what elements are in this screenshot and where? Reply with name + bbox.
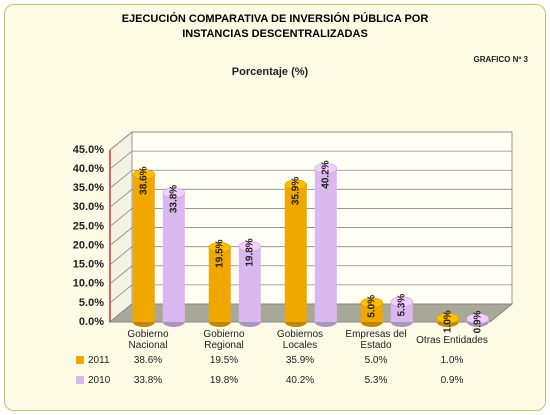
bar xyxy=(360,302,383,322)
legend-swatch xyxy=(76,376,84,384)
legend-entry: 2011 xyxy=(76,355,110,366)
table-value: 19.5% xyxy=(209,354,239,366)
bar-top xyxy=(208,242,232,253)
data-label: 1.0% xyxy=(442,310,453,333)
x-tick-label: Gobierno Nacional xyxy=(127,329,169,351)
y-tick-label: 30.0% xyxy=(73,201,104,213)
data-label: 33.8% xyxy=(168,185,179,213)
y-tick-label: 10.0% xyxy=(73,278,104,290)
y-tick-label: 45.0% xyxy=(73,144,104,156)
chart-subtitle: Porcentaje (%) xyxy=(232,66,309,78)
table-header: Gobierno Nacional Gobierno Regional Gobier… xyxy=(110,329,490,351)
table-value: 38.6% xyxy=(133,354,163,366)
legend-entry: 2010 xyxy=(76,375,110,386)
data-label: 19.5% xyxy=(214,239,225,267)
bar-top xyxy=(390,296,414,307)
y-tick-label: 40.0% xyxy=(73,163,104,175)
table-value: 33.8% xyxy=(133,374,163,386)
title-box: EJECUCIÓN COMPARATIVA DE INVERSIÓN PÚBLI… xyxy=(121,13,429,40)
bar-top xyxy=(436,312,460,324)
annotation: GRAFICO Nº 3 xyxy=(474,55,529,64)
data-label: 0.9% xyxy=(472,310,483,333)
grid-line xyxy=(109,150,512,170)
grid-line xyxy=(109,188,512,208)
table-value: 0.9% xyxy=(440,374,464,386)
table-row: 2011 38.6% 19.5% 35.9% 5.0% 1.0% xyxy=(76,350,490,370)
bar-top xyxy=(162,187,186,199)
grid-line xyxy=(109,246,512,265)
grid-line xyxy=(109,265,512,285)
bar xyxy=(314,168,337,322)
bar-top xyxy=(466,313,490,324)
bar-top xyxy=(132,169,156,180)
y-tick-label: 20.0% xyxy=(73,239,104,251)
data-label: 19.8% xyxy=(244,238,255,266)
grid-line xyxy=(109,208,512,227)
bar xyxy=(208,247,231,322)
grid-line xyxy=(109,227,512,246)
bar xyxy=(284,184,307,322)
bar-top xyxy=(238,241,262,252)
data-label: 40.2% xyxy=(320,160,331,188)
bar-top xyxy=(284,179,308,191)
y-tick-label: 35.0% xyxy=(73,182,104,194)
x-tick-label: Empresas del Estado xyxy=(345,329,407,351)
x-tick-label: Gobiernos Locales xyxy=(276,329,324,351)
y-tick-label: 15.0% xyxy=(73,259,104,271)
table-value: 35.9% xyxy=(285,354,315,366)
bar xyxy=(132,174,155,322)
data-label: 38.6% xyxy=(138,166,149,194)
bar xyxy=(162,192,185,322)
bar xyxy=(390,301,413,322)
y-tick-label: 5.0% xyxy=(79,297,104,309)
legend-label: 2011 xyxy=(88,354,110,366)
grid-line xyxy=(109,131,512,151)
data-label: 5.0% xyxy=(366,295,377,318)
table-value: 1.0% xyxy=(440,354,464,366)
bar-top xyxy=(314,163,338,174)
legend-label: 2010 xyxy=(88,374,111,386)
bar-top xyxy=(360,297,384,309)
grid-line xyxy=(109,169,512,189)
data-table: Gobierno Nacional Gobierno Regional Gobier… xyxy=(76,329,490,390)
data-label: 35.9% xyxy=(290,177,301,205)
y-tick-label: 25.0% xyxy=(73,220,104,232)
table-value: 5.3% xyxy=(364,374,388,386)
data-label: 5.3% xyxy=(396,294,407,317)
y-tick-label: 0.0% xyxy=(79,316,104,328)
chart-title: EJECUCIÓN COMPARATIVA DE INVERSIÓN PÚBLI… xyxy=(121,13,429,40)
table-row: 2010 33.8% 19.8% 40.2% 5.3% 0.9% xyxy=(76,370,490,390)
x-tick-label: Otras Entidades xyxy=(416,334,488,346)
grid-line xyxy=(109,284,512,304)
legend-swatch xyxy=(76,356,84,364)
table-value: 19.8% xyxy=(209,374,239,386)
bar xyxy=(238,246,261,322)
x-tick-label: Gobierno Regional xyxy=(203,329,245,351)
table-value: 40.2% xyxy=(285,374,315,386)
table-value: 5.0% xyxy=(364,354,388,366)
